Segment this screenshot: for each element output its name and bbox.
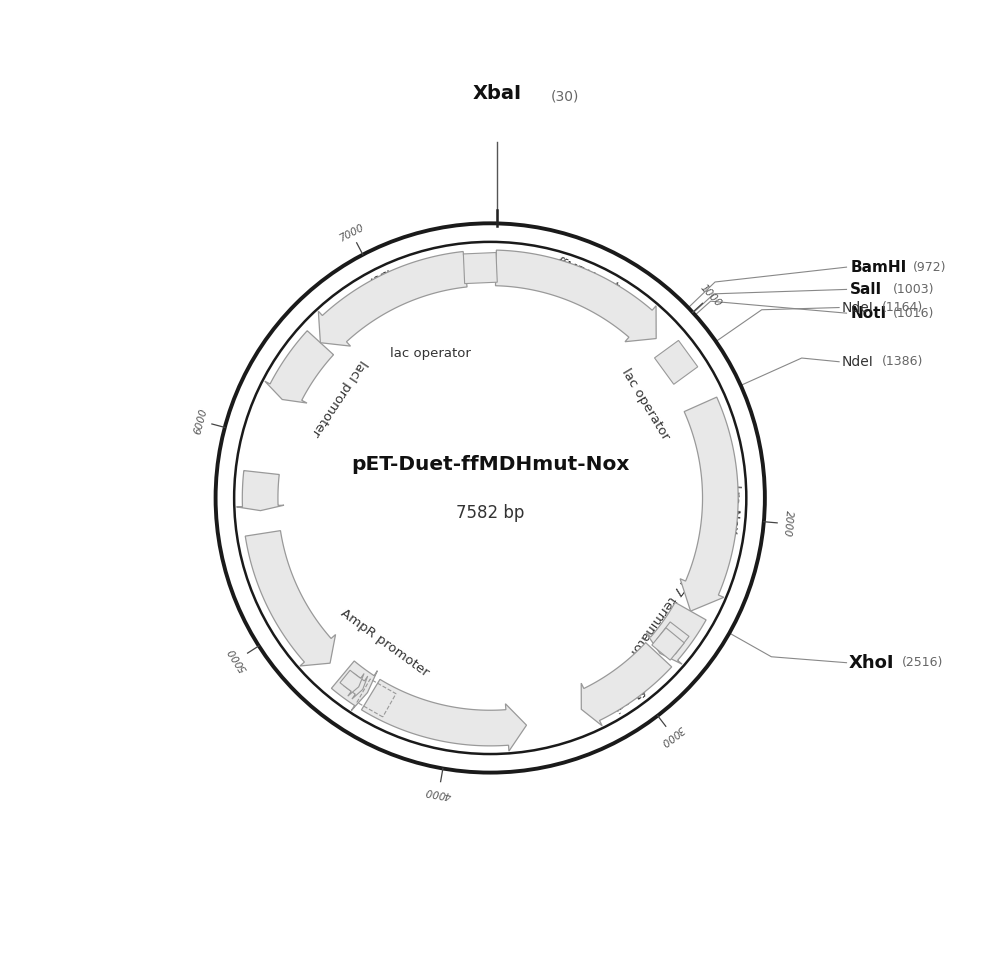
Text: 2000: 2000 (782, 510, 794, 538)
Text: (2516): (2516) (901, 656, 943, 669)
Text: (30): (30) (551, 89, 579, 103)
Text: NotI: NotI (850, 306, 886, 321)
Polygon shape (344, 673, 368, 699)
Text: lac operator: lac operator (390, 347, 471, 360)
Text: T7 terminator: T7 terminator (627, 576, 690, 658)
Polygon shape (646, 602, 706, 664)
Text: (1003): (1003) (893, 282, 935, 296)
Polygon shape (245, 530, 336, 666)
Text: lac operator: lac operator (619, 366, 672, 442)
Text: f1 ori: f1 ori (611, 683, 647, 713)
Polygon shape (361, 680, 527, 751)
Polygon shape (237, 470, 284, 511)
Text: XhoI: XhoI (849, 654, 894, 672)
Text: 1000: 1000 (698, 282, 723, 308)
Text: rop: rop (250, 481, 263, 503)
Text: (1386): (1386) (882, 356, 924, 368)
Polygon shape (655, 340, 698, 385)
Text: AmpR: AmpR (424, 717, 466, 737)
Text: lacI promoter: lacI promoter (309, 357, 369, 438)
Polygon shape (652, 628, 684, 660)
Text: 7000: 7000 (337, 223, 366, 244)
Text: ffMDHmut: ffMDHmut (555, 255, 622, 295)
Polygon shape (680, 397, 738, 611)
Text: SalI: SalI (850, 281, 882, 297)
Text: 5000: 5000 (227, 645, 250, 673)
Text: XbaI: XbaI (473, 84, 522, 103)
Text: lacI: lacI (365, 265, 391, 287)
Polygon shape (340, 670, 364, 696)
Polygon shape (496, 250, 656, 341)
Text: ori: ori (273, 596, 293, 617)
Text: 3000: 3000 (659, 723, 686, 747)
Text: NdeI: NdeI (841, 301, 873, 314)
Polygon shape (581, 643, 672, 726)
Polygon shape (265, 331, 334, 403)
Text: 4000: 4000 (425, 786, 453, 800)
Text: (1016): (1016) (893, 307, 935, 320)
Text: Lre-Nox: Lre-Nox (726, 485, 741, 537)
Text: BamHI: BamHI (850, 259, 906, 275)
Text: 6000: 6000 (193, 407, 209, 435)
Text: AmpR promoter: AmpR promoter (338, 607, 431, 680)
Text: (1164): (1164) (882, 301, 923, 314)
Polygon shape (318, 252, 467, 346)
Text: 7582 bp: 7582 bp (456, 504, 524, 522)
Text: pET-Duet-ffMDHmut-Nox: pET-Duet-ffMDHmut-Nox (351, 455, 629, 474)
Polygon shape (463, 253, 497, 283)
Text: NdeI: NdeI (841, 355, 873, 369)
Polygon shape (331, 661, 377, 710)
Text: (972): (972) (913, 260, 946, 274)
Polygon shape (657, 622, 689, 654)
